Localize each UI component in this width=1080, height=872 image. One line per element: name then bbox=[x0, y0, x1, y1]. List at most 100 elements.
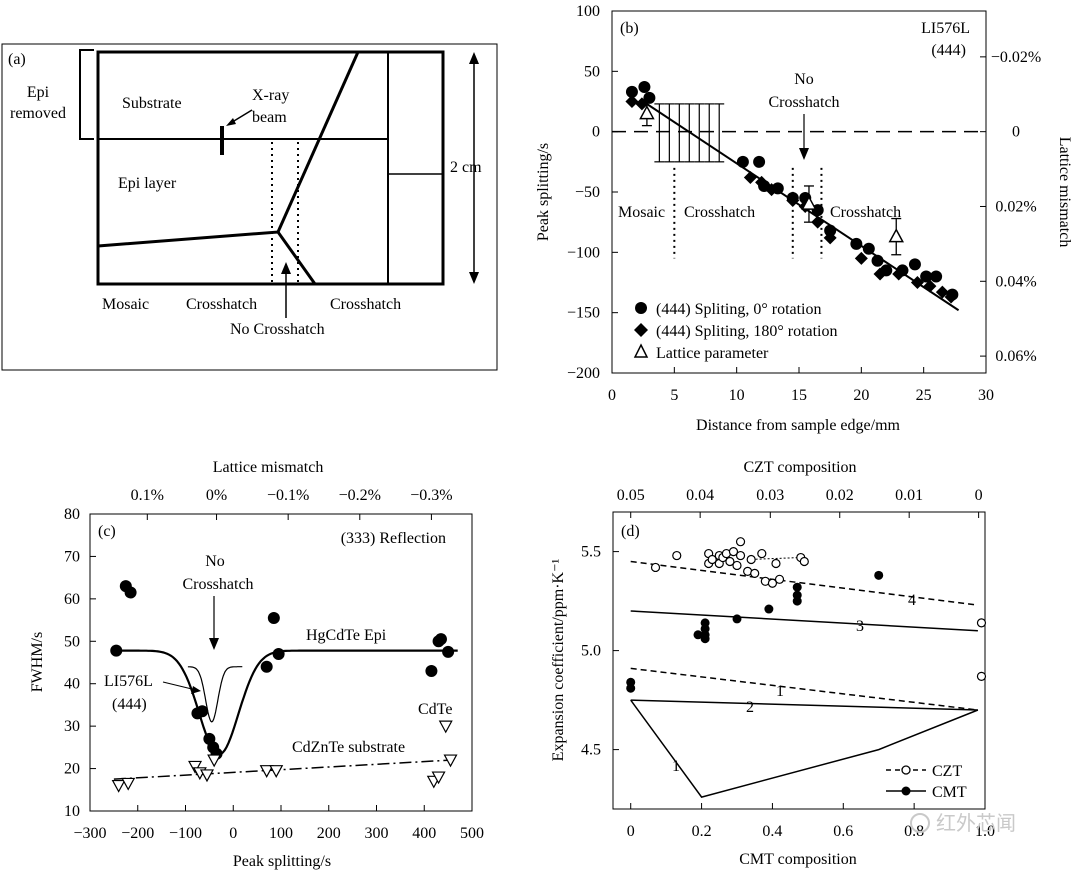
point-czt bbox=[735, 537, 746, 547]
point-czt bbox=[746, 554, 756, 565]
point-cmt bbox=[732, 614, 742, 624]
annotation-no: No bbox=[794, 71, 814, 88]
point-cmt bbox=[626, 683, 636, 693]
size-label: 2 cm bbox=[450, 159, 482, 176]
point-hgcdte-epi bbox=[196, 705, 209, 718]
x2-tick-label-c: 0.1% bbox=[131, 487, 164, 504]
y2-tick-label-b: 0 bbox=[1012, 124, 1020, 141]
legend-czt-marker bbox=[901, 765, 911, 775]
y-tick-label-d: 5.5 bbox=[581, 544, 601, 561]
annotation-sample-reflection: (444) bbox=[112, 696, 147, 713]
y-tick-label-c: 60 bbox=[64, 591, 80, 608]
y-tick-label-b: 0 bbox=[592, 124, 600, 141]
point-cdznte-substrate bbox=[199, 769, 214, 783]
panel-b: 0 5 10 15 20 25 30 100 50 0 −50 −100 −150 −200 −0.02… bbox=[535, 3, 1073, 434]
point-lattice bbox=[639, 104, 655, 120]
point-0deg bbox=[920, 270, 933, 283]
panel-d-label: (d) bbox=[621, 523, 640, 540]
x-tick-label-b: 15 bbox=[791, 387, 807, 404]
mosaic-label: Mosaic bbox=[102, 296, 149, 313]
size-arrow-up bbox=[469, 52, 479, 64]
model-line-4 bbox=[630, 560, 978, 606]
y-tick-label-c: 40 bbox=[64, 676, 80, 693]
point-hgcdte-epi bbox=[110, 644, 123, 657]
x-tick-label-c: −200 bbox=[121, 825, 154, 842]
epi-removed-bracket bbox=[79, 49, 94, 140]
size-arrow-down bbox=[469, 272, 479, 284]
point-180deg bbox=[944, 290, 958, 304]
point-czt bbox=[757, 548, 767, 559]
xray-beam-label-2: beam bbox=[252, 109, 287, 126]
y-tick-label-c: 20 bbox=[64, 761, 80, 778]
point-czt bbox=[976, 618, 987, 628]
y-tick-label-b: 50 bbox=[584, 63, 600, 80]
x2-axis-label-d: CZT composition bbox=[743, 459, 856, 476]
annotation-mosaic: Mosaic bbox=[618, 204, 665, 221]
point-180deg bbox=[935, 285, 949, 299]
x-tick-label-b: 5 bbox=[670, 387, 678, 404]
point-0deg bbox=[824, 224, 837, 237]
line-label-3: 3 bbox=[856, 618, 864, 635]
y-tick-label-b: 100 bbox=[576, 3, 600, 20]
panel-a: (a) Epi removed Substrate X-ray beam Epi… bbox=[1, 43, 498, 371]
point-hgcdte-epi bbox=[425, 664, 438, 677]
y-tick-label-b: −200 bbox=[567, 365, 600, 382]
point-hgcdte-epi bbox=[260, 660, 273, 673]
point-hgcdte-epi bbox=[267, 611, 280, 624]
point-180deg bbox=[910, 276, 924, 289]
substrate-label: Substrate bbox=[122, 95, 182, 112]
point-czt bbox=[735, 550, 746, 561]
x-tick-label-c: −300 bbox=[73, 825, 106, 842]
watermark-logo-icon bbox=[910, 813, 930, 833]
point-180deg bbox=[811, 215, 825, 229]
sample-pointer bbox=[162, 681, 197, 691]
y-tick-label-b: −150 bbox=[567, 305, 600, 322]
line-label-4: 4 bbox=[908, 592, 916, 609]
point-czt bbox=[707, 554, 717, 565]
annotation-crosshatch-2: Crosshatch bbox=[830, 204, 901, 221]
x2-tick-label-d: 0.05 bbox=[617, 487, 645, 504]
x2-tick-label-c: −0.2% bbox=[339, 487, 381, 504]
x-tick-label-d: 0.8 bbox=[904, 823, 924, 840]
li576l-444-curve bbox=[187, 666, 243, 723]
point-0deg bbox=[736, 155, 749, 168]
point-lattice bbox=[801, 195, 817, 210]
legend-b: (444) Spliting, 0° rotation (444) Spliti… bbox=[633, 301, 838, 362]
y-axis-label-d: Expansion coefficient/ppm·K⁻¹ bbox=[550, 558, 567, 761]
point-czt bbox=[799, 556, 809, 567]
annotation-no-crosshatch: Crosshatch bbox=[768, 94, 839, 111]
point-czt bbox=[672, 550, 682, 561]
point-0deg bbox=[862, 242, 875, 255]
model-line-1 bbox=[630, 667, 978, 711]
legend-diamond-marker bbox=[634, 323, 648, 337]
x-tick-label-c: 200 bbox=[317, 825, 341, 842]
plot-d-frame bbox=[612, 511, 986, 810]
line-label-1: 1 bbox=[776, 683, 784, 700]
annotation-substrate: CdZnTe substrate bbox=[292, 739, 405, 756]
point-hgcdte-epi bbox=[124, 586, 137, 599]
region-boundary-lower bbox=[97, 230, 317, 285]
epi-removed-label-1: Epi bbox=[27, 84, 50, 101]
x2-tick-label-d: 0.04 bbox=[686, 487, 714, 504]
x-tick-label-b: 30 bbox=[978, 387, 994, 404]
point-180deg bbox=[823, 231, 837, 245]
point-czt bbox=[750, 568, 760, 578]
crosshatch-left-label: Crosshatch bbox=[186, 296, 257, 313]
point-cdznte-substrate bbox=[188, 760, 203, 774]
x-tick-label-b: 10 bbox=[729, 387, 745, 404]
no-crosshatch-label: No Crosshatch bbox=[230, 321, 325, 338]
y-axis-label-b: Peak splitting/s bbox=[535, 143, 552, 241]
point-cdznte-substrate bbox=[207, 754, 222, 768]
y-tick-label-c: 70 bbox=[64, 548, 80, 565]
legend-item-cmt: CMT bbox=[932, 784, 967, 801]
legend-cmt-marker bbox=[901, 786, 911, 796]
point-180deg bbox=[755, 175, 769, 189]
x-tick-label-d: 0.2 bbox=[692, 823, 712, 840]
legend-item-czt: CZT bbox=[932, 763, 962, 780]
x-axis-label-b: Distance from sample edge/mm bbox=[696, 417, 900, 434]
point-180deg bbox=[892, 267, 906, 281]
point-180deg bbox=[786, 193, 800, 207]
point-cmt bbox=[693, 630, 703, 640]
panel-c: −300 −200 −100 0 100 200 300 400 500 80 70 60 50 40 3… bbox=[29, 459, 484, 870]
